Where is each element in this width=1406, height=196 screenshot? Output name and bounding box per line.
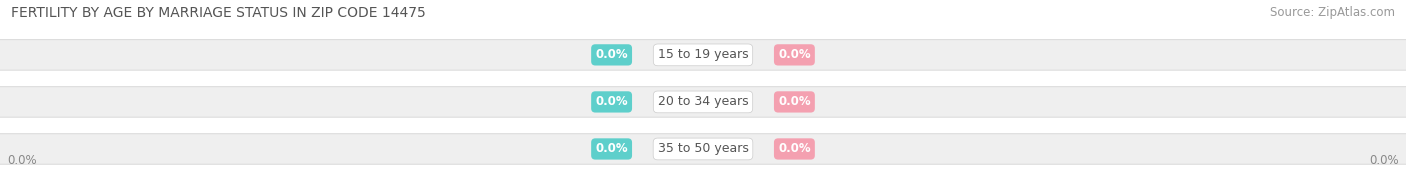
Text: 0.0%: 0.0% (595, 142, 628, 155)
Text: Source: ZipAtlas.com: Source: ZipAtlas.com (1270, 6, 1395, 19)
FancyBboxPatch shape (0, 40, 1406, 70)
Text: 0.0%: 0.0% (778, 142, 811, 155)
Text: 0.0%: 0.0% (595, 48, 628, 61)
Text: 0.0%: 0.0% (778, 48, 811, 61)
Text: 0.0%: 0.0% (595, 95, 628, 108)
Text: 0.0%: 0.0% (778, 95, 811, 108)
Text: 0.0%: 0.0% (7, 154, 37, 167)
Text: FERTILITY BY AGE BY MARRIAGE STATUS IN ZIP CODE 14475: FERTILITY BY AGE BY MARRIAGE STATUS IN Z… (11, 6, 426, 20)
FancyBboxPatch shape (0, 87, 1406, 117)
Text: 0.0%: 0.0% (1369, 154, 1399, 167)
Text: 20 to 34 years: 20 to 34 years (658, 95, 748, 108)
Text: 35 to 50 years: 35 to 50 years (658, 142, 748, 155)
Text: 15 to 19 years: 15 to 19 years (658, 48, 748, 61)
FancyBboxPatch shape (0, 134, 1406, 164)
